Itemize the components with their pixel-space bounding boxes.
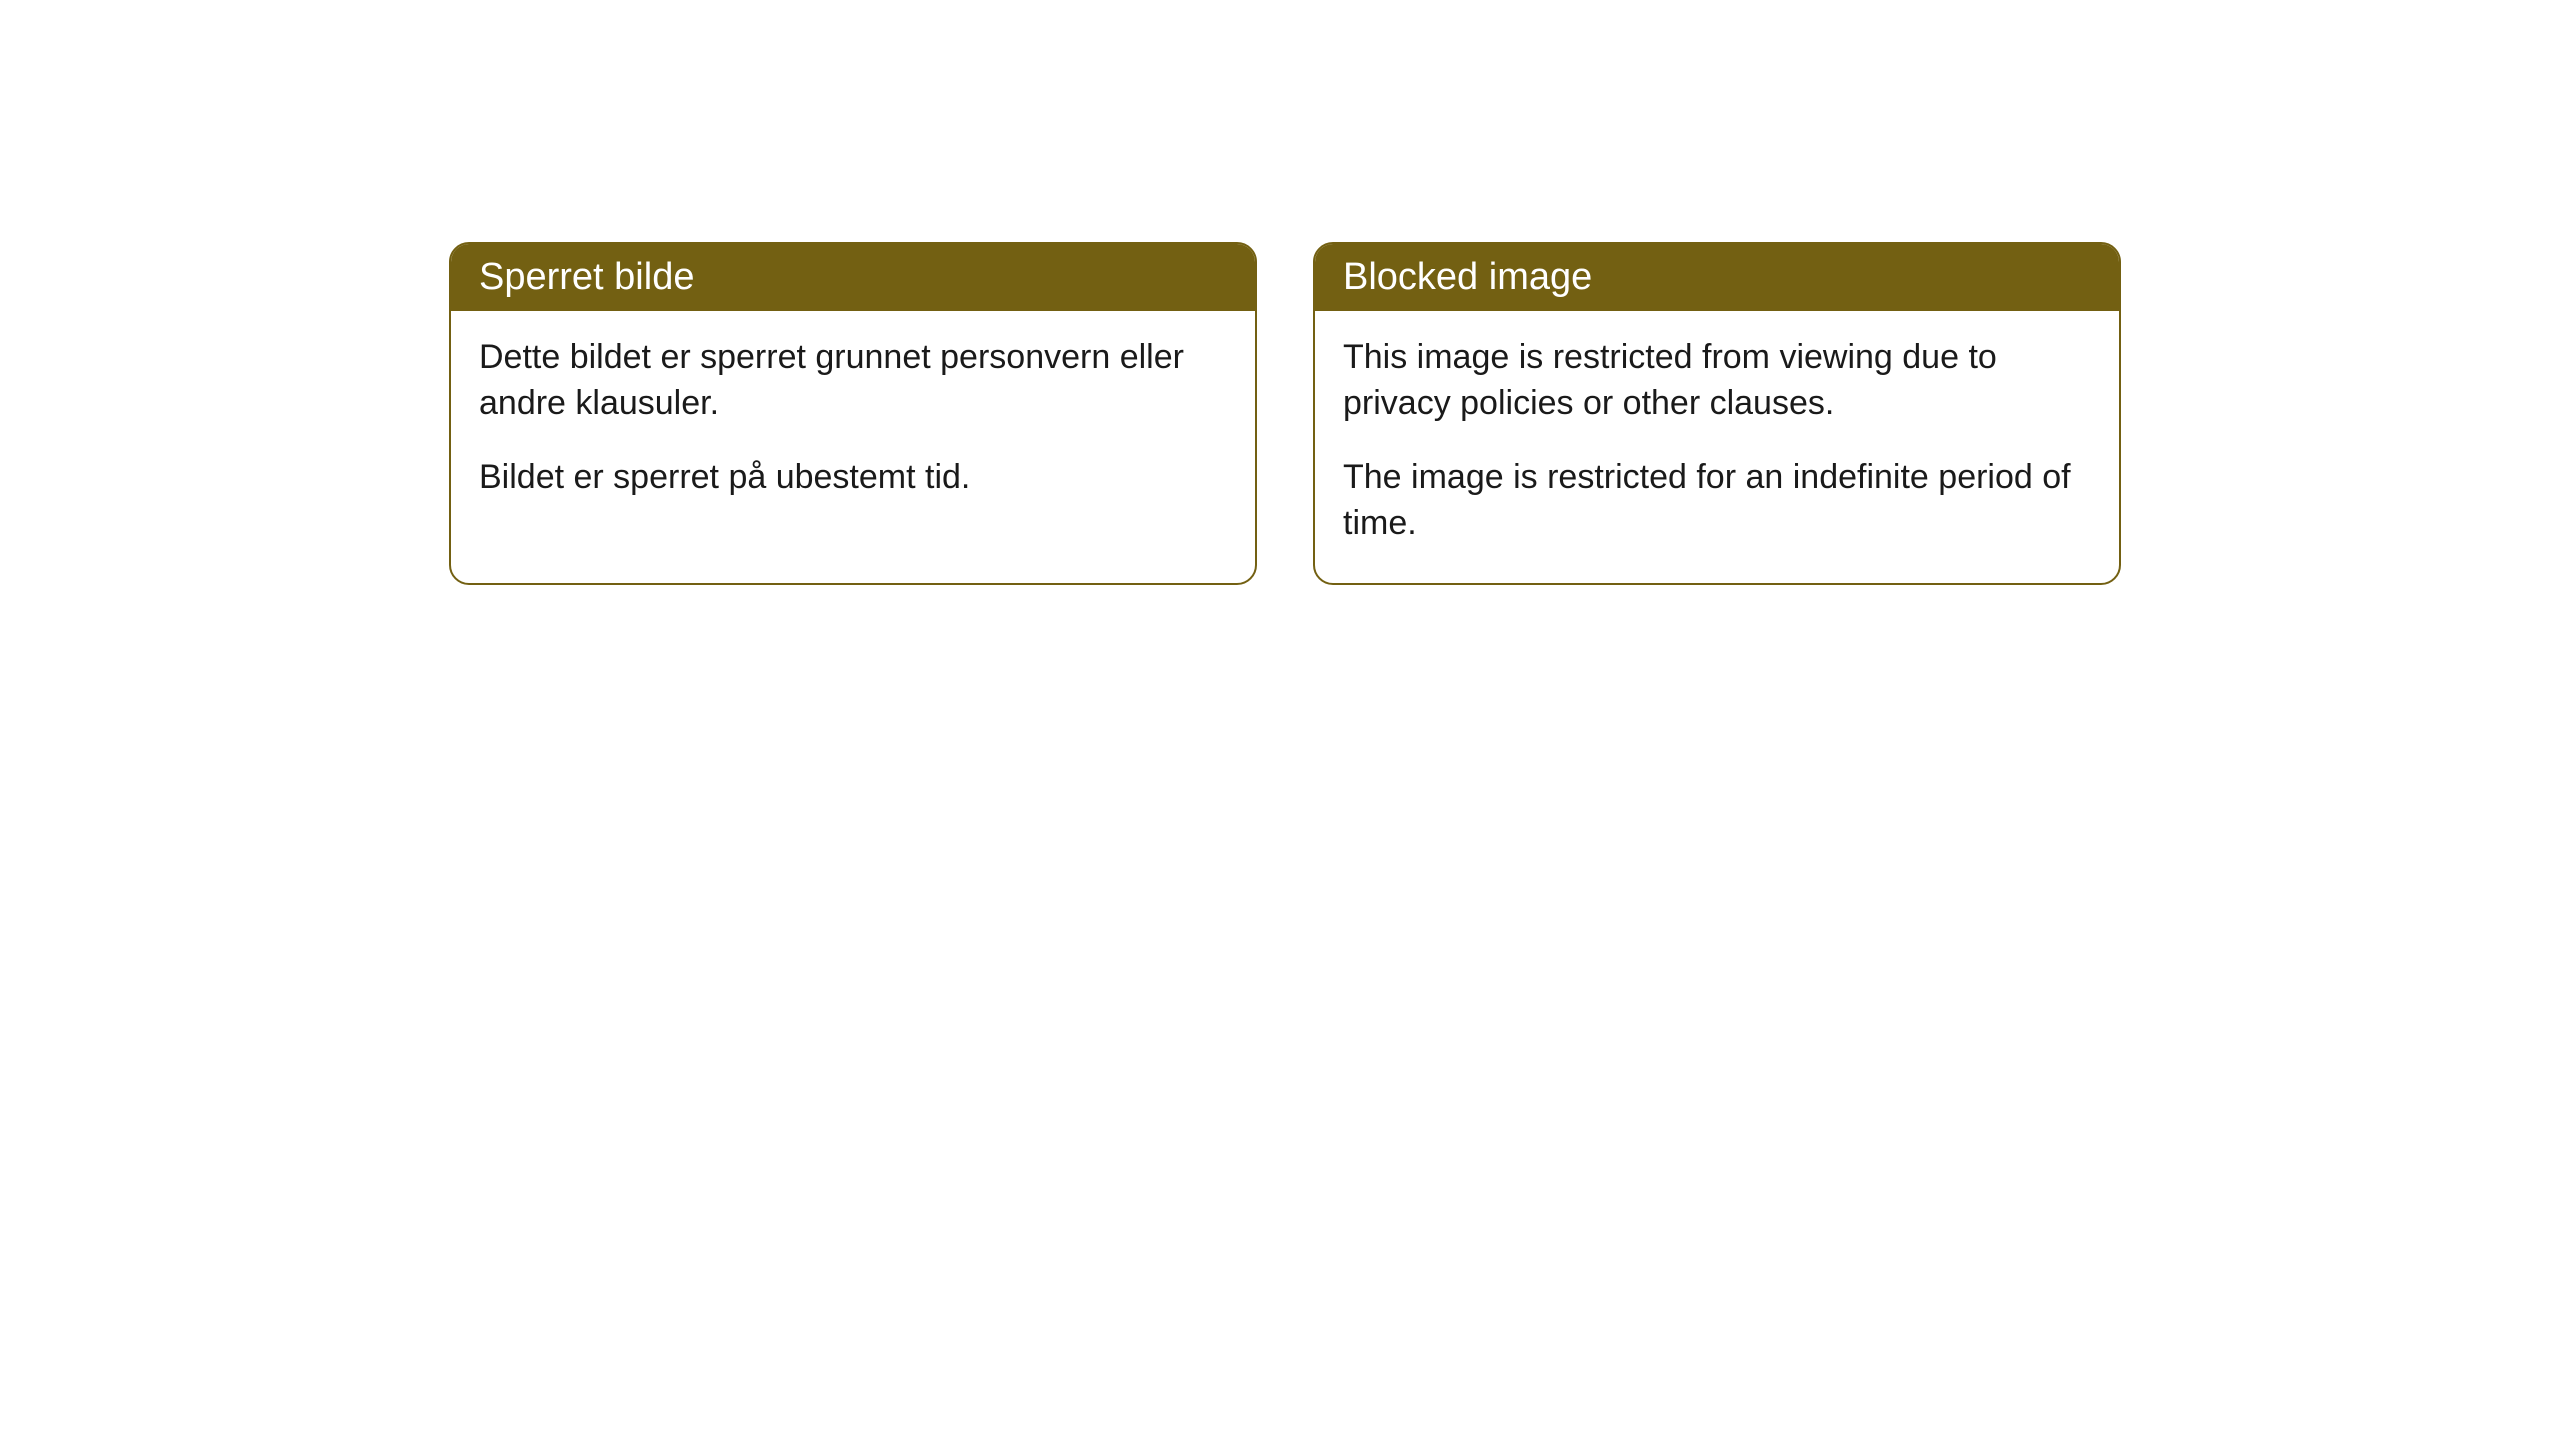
cards-container: Sperret bilde Dette bildet er sperret gr…	[449, 242, 2121, 585]
card-title: Blocked image	[1343, 256, 1592, 298]
card-paragraph: The image is restricted for an indefinit…	[1343, 455, 2091, 547]
card-paragraph: This image is restricted from viewing du…	[1343, 335, 2091, 427]
card-title: Sperret bilde	[479, 256, 694, 298]
card-paragraph: Bildet er sperret på ubestemt tid.	[479, 455, 1227, 501]
card-paragraph: Dette bildet er sperret grunnet personve…	[479, 335, 1227, 427]
card-body: This image is restricted from viewing du…	[1315, 311, 2119, 583]
card-body: Dette bildet er sperret grunnet personve…	[451, 311, 1255, 537]
notice-card-english: Blocked image This image is restricted f…	[1313, 242, 2121, 585]
card-header: Sperret bilde	[451, 244, 1255, 311]
notice-card-norwegian: Sperret bilde Dette bildet er sperret gr…	[449, 242, 1257, 585]
card-header: Blocked image	[1315, 244, 2119, 311]
